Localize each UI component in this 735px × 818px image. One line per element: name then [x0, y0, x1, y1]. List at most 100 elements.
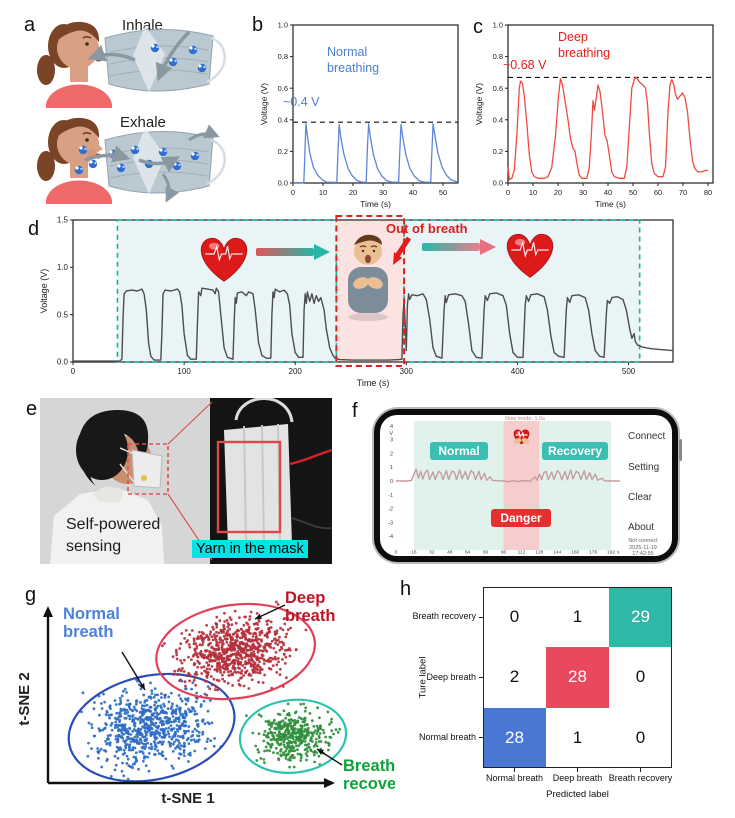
- tick-label: 0.5: [57, 310, 69, 319]
- tick-label: 30: [379, 188, 387, 197]
- transition-arrow: [422, 243, 480, 251]
- ear-loop: [206, 36, 226, 84]
- long-breathing-chart: 0.0 0.5 1.0 1.5 0 100 200 300 400 500 Voltage (V) T…: [39, 215, 674, 388]
- matrix-cell: 0: [483, 587, 546, 648]
- black-wire: [291, 517, 332, 530]
- tick-label: 0.0: [493, 179, 503, 188]
- tick-label: 160: [571, 550, 579, 556]
- tick-label: 0: [291, 188, 295, 197]
- y-axis-label: Voltage (V): [39, 269, 49, 314]
- y-axis-label: Voltage (V): [474, 83, 484, 125]
- airflow-arrow: [138, 156, 181, 173]
- yarn-electrode: [141, 475, 147, 481]
- tick-label: 0.2: [278, 147, 288, 156]
- tsne1-label: t-SNE 1: [161, 790, 214, 807]
- tick-label: 500: [622, 367, 636, 376]
- confusion-matrix: 0 1 29 2 28 0 28 1 0 Breath recovery Deep breath No…: [395, 575, 735, 818]
- tick-label: 0.6: [493, 84, 503, 93]
- status-time: 17:42:55: [632, 551, 654, 556]
- row-label: Breath recovery: [412, 611, 476, 622]
- matrix-cell: 1: [546, 587, 609, 648]
- col-tick: [513, 768, 516, 772]
- danger-region-border: [335, 215, 406, 367]
- tick-label: 10: [529, 188, 537, 197]
- matrix-cell: 2: [483, 647, 546, 708]
- cluster-points: [161, 600, 308, 699]
- col-label: Deep breath: [552, 773, 603, 783]
- tick-label: 176: [589, 550, 597, 556]
- tick-label: 1.5: [57, 216, 69, 225]
- tick-label: 0.0: [278, 179, 288, 188]
- ecg-line: [511, 240, 549, 258]
- tick-label: 60: [654, 188, 662, 197]
- tick-label: 40: [604, 188, 612, 197]
- tick-label: 0.8: [493, 52, 503, 61]
- label-arrow: [121, 651, 146, 691]
- yarn-region-box: [216, 440, 282, 534]
- tick-label: 80: [483, 550, 489, 556]
- heart-icon: [506, 233, 554, 278]
- menu-clear[interactable]: Clear: [628, 492, 652, 503]
- true-label: Ture label: [417, 656, 429, 699]
- ecg-line: [205, 244, 243, 262]
- row-tick: [479, 737, 483, 739]
- panel-f-label: f: [352, 400, 358, 422]
- annotation-c-line2: breathing: [558, 46, 611, 60]
- matrix-cell: 1: [546, 707, 609, 768]
- x-unit-label: s: [617, 551, 620, 556]
- power-button[interactable]: [679, 439, 682, 461]
- tick-label: 40: [409, 188, 417, 197]
- app-signal-trace: [396, 468, 620, 483]
- x-axis-arrow: [324, 778, 335, 788]
- plot-frame: [292, 24, 459, 184]
- girl-inhale: [37, 21, 112, 108]
- tick-label: 20: [349, 188, 357, 197]
- airflow-arrow: [155, 30, 191, 82]
- tsne2-label: t-SNE 2: [16, 672, 33, 725]
- airflow-arrow: [161, 173, 180, 203]
- annotation-c-line1: Deep: [558, 30, 588, 44]
- tick-label: 128: [535, 550, 543, 556]
- tick-label: 0.4: [493, 115, 503, 124]
- girl-exhale: [37, 117, 112, 204]
- x-axis-label: Time (s): [357, 378, 390, 388]
- panel-b-label: b: [252, 14, 264, 36]
- cluster-label: Normal breath: [63, 605, 120, 641]
- annotation-b-line1: Normal: [327, 45, 368, 59]
- normal-breathing-chart: 0.0 0.2 0.4 0.6 0.8 1.0 0 10 20 30 40 50 Voltage (V)…: [259, 21, 459, 209]
- tick-label: 0: [395, 550, 398, 556]
- tick-label: 1.0: [278, 21, 288, 30]
- tick-label: 10: [319, 188, 327, 197]
- plot-frame: [72, 219, 674, 363]
- breathing-illustration: [37, 21, 226, 204]
- threshold-label-b: ~0.4 V: [283, 95, 320, 109]
- mask-photo: [40, 398, 332, 564]
- menu-about[interactable]: About: [628, 522, 655, 533]
- tick-label: 3: [390, 438, 393, 444]
- status-text: Not connect: [628, 538, 658, 544]
- row-label: Normal breath: [418, 731, 476, 742]
- tick-label: 112: [518, 550, 526, 556]
- panel-c-label: c: [473, 16, 483, 38]
- heart-icon: [200, 237, 248, 282]
- caption-sensing: sensing: [66, 538, 122, 555]
- tick-label: 50: [629, 188, 637, 197]
- tick-label: 48: [447, 550, 453, 556]
- eye: [85, 42, 89, 46]
- matrix-cell: 0: [609, 707, 672, 768]
- menu-setting[interactable]: Setting: [628, 462, 660, 473]
- row-tick: [479, 676, 483, 679]
- tick-label: -4: [388, 534, 393, 540]
- annotation-b-line2: breathing: [327, 61, 380, 75]
- panel-a-label: a: [24, 14, 36, 36]
- normal-badge: Normal: [430, 442, 488, 460]
- tick-label: 100: [177, 367, 191, 376]
- ear-loop: [206, 138, 226, 186]
- arrowhead: [139, 683, 145, 690]
- person-wearing-mask: [50, 410, 164, 564]
- menu-connect[interactable]: Connect: [628, 431, 666, 442]
- mask-exhale: [74, 124, 226, 203]
- tick-label: 300: [400, 367, 414, 376]
- col-tick: [639, 768, 642, 772]
